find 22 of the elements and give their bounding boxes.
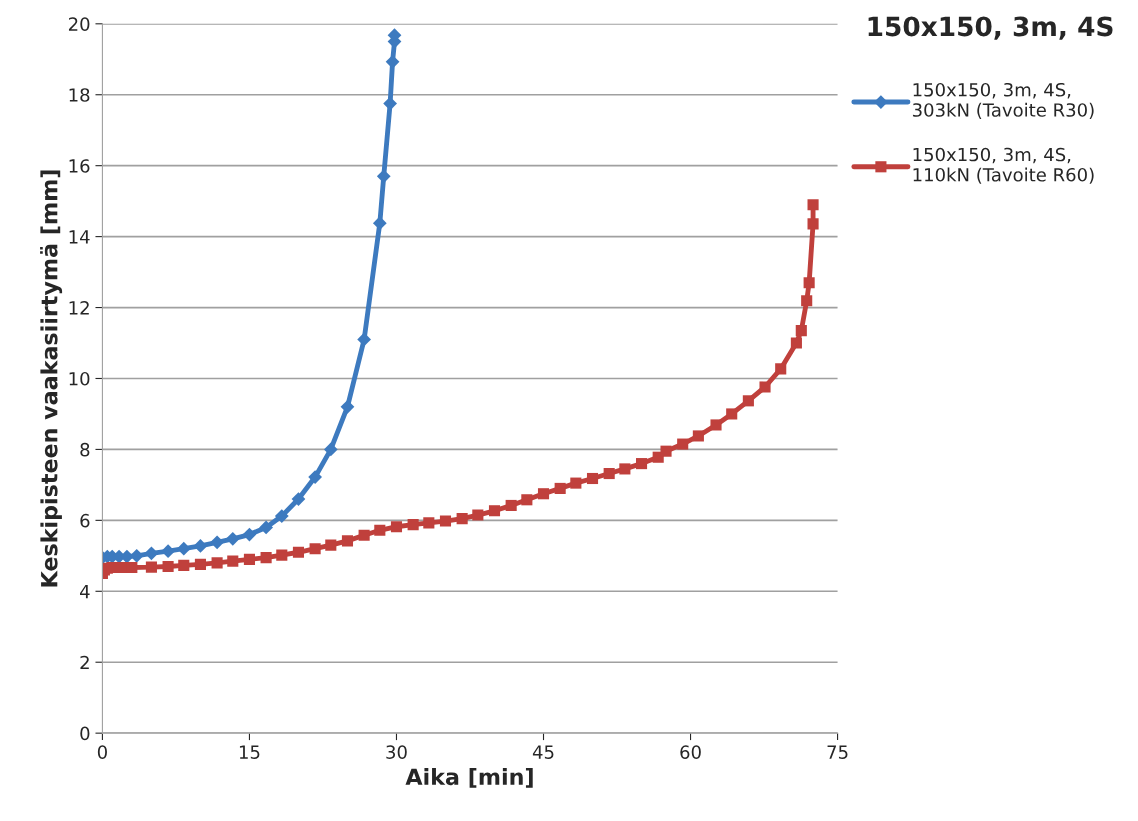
- y-tick-label: 18: [69, 88, 90, 102]
- x-tick-label: 30: [386, 745, 407, 759]
- legend-label: 150x150, 3m, 4S, 303kN (Tavoite R30): [912, 82, 1094, 119]
- y-tick-label: 16: [69, 159, 90, 173]
- y-tick-label: 8: [80, 442, 90, 457]
- legend-label: 150x150, 3m, 4S, 110kN (Tavoite R60): [913, 147, 1094, 184]
- x-axis-title: Aika [min]: [405, 767, 533, 788]
- y-tick-label: 4: [80, 584, 90, 599]
- y-tick-label: 6: [80, 513, 90, 528]
- y-tick-label: 12: [69, 301, 89, 315]
- y-axis-title: Keskipisteen vaakasiirtymä [mm]: [40, 170, 63, 587]
- y-tick-label: 10: [69, 371, 90, 386]
- y-tick-label: 14: [69, 230, 90, 244]
- y-tick-label: 0: [80, 726, 90, 741]
- x-tick-label: 60: [680, 745, 701, 759]
- x-tick-label: 45: [532, 745, 554, 759]
- x-tick-label: 15: [239, 745, 260, 759]
- x-tick-label: 0: [97, 745, 107, 759]
- y-tick-label: 2: [80, 655, 89, 670]
- text: 150x150, 3m, 4S: [868, 16, 1113, 40]
- x-tick-label: 75: [827, 745, 848, 759]
- y-tick-label: 20: [68, 17, 90, 31]
